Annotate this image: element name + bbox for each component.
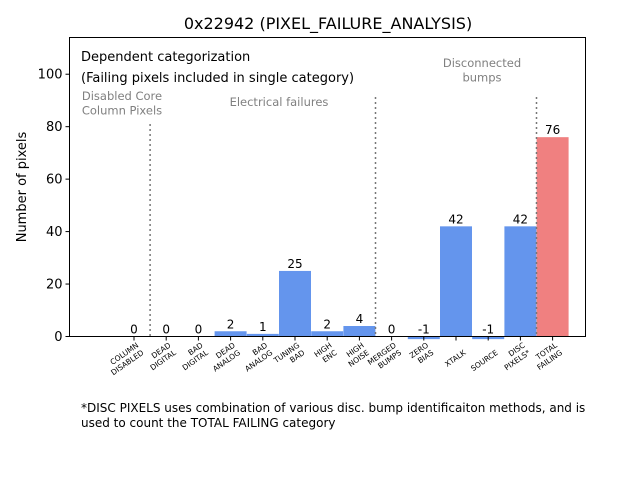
y-tick-label: 80 (46, 120, 63, 135)
bar (440, 226, 472, 337)
bar-value-label: 42 (448, 212, 463, 226)
bar-value-label: 0 (162, 323, 170, 337)
x-tick-label-line: SOURCE (469, 348, 500, 373)
bar (246, 333, 279, 337)
bar (504, 226, 537, 337)
bar-value-label: 0 (130, 323, 138, 337)
x-tick-label: XTALK (443, 347, 468, 368)
bar (311, 331, 344, 337)
bar-value-label: 0 (195, 323, 203, 337)
y-tick-label: 20 (46, 278, 63, 293)
bar-value-label: 1 (259, 320, 267, 334)
bar (536, 137, 569, 337)
y-tick-label: 40 (46, 225, 63, 240)
bar-value-label: -1 (482, 323, 494, 337)
y-tick-label: 100 (38, 68, 63, 83)
section-label: Disconnected bumps (443, 56, 521, 85)
x-tick-label: SOURCE (469, 348, 500, 373)
footnote: *DISC PIXELS uses combination of various… (81, 401, 586, 430)
bar-value-label: 25 (287, 257, 302, 271)
chart-title: 0x22942 (PIXEL_FAILURE_ANALYSIS) (184, 14, 472, 34)
y-tick-label: 0 (54, 330, 62, 345)
bar-value-label: 4 (356, 312, 364, 326)
bar (279, 270, 311, 337)
x-tick-label-line: XTALK (443, 347, 468, 368)
bar (343, 326, 376, 337)
bar-value-label: -1 (418, 323, 430, 337)
section-label: Electrical failures (230, 95, 329, 109)
bar-value-label: 2 (323, 317, 331, 331)
plot-frame (69, 37, 586, 337)
bar (214, 331, 247, 337)
bar-value-label: 76 (545, 123, 560, 137)
bar-value-label: 2 (227, 317, 235, 331)
legend-line-2: (Failing pixels included in single categ… (81, 71, 354, 86)
bar-value-label: 42 (513, 212, 528, 226)
legend-line-1: Dependent categorization (81, 50, 250, 65)
bar-value-label: 0 (388, 323, 396, 337)
y-axis-label: Number of pixels (15, 131, 30, 242)
section-label: Disabled Core Column Pixels (82, 89, 162, 118)
y-tick-label: 60 (46, 173, 63, 188)
